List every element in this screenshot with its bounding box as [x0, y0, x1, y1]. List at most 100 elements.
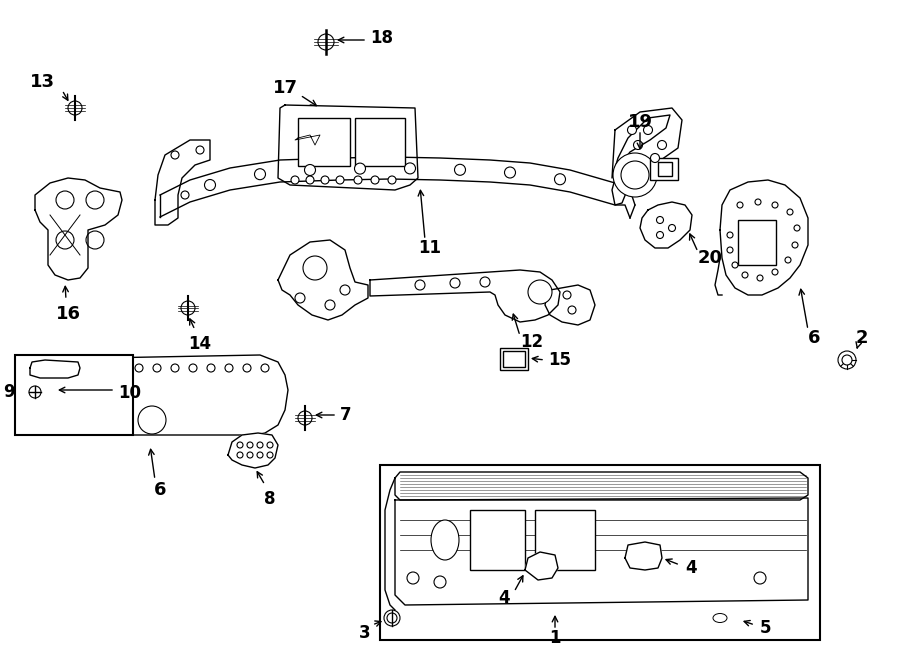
Polygon shape — [612, 108, 682, 205]
Circle shape — [742, 272, 748, 278]
Circle shape — [785, 257, 791, 263]
Circle shape — [135, 364, 143, 372]
Text: 3: 3 — [358, 624, 370, 642]
Circle shape — [303, 256, 327, 280]
Circle shape — [247, 452, 253, 458]
Circle shape — [204, 180, 215, 190]
Circle shape — [454, 165, 465, 175]
Circle shape — [787, 209, 793, 215]
Circle shape — [838, 351, 856, 369]
Circle shape — [68, 101, 82, 115]
Circle shape — [207, 364, 215, 372]
Circle shape — [29, 386, 41, 398]
Text: 4: 4 — [499, 589, 510, 607]
Circle shape — [355, 163, 365, 174]
Circle shape — [267, 442, 273, 448]
Circle shape — [321, 176, 329, 184]
Circle shape — [225, 364, 233, 372]
Text: 11: 11 — [418, 239, 442, 257]
Circle shape — [325, 300, 335, 310]
Circle shape — [257, 442, 263, 448]
Circle shape — [81, 364, 89, 372]
Circle shape — [153, 364, 161, 372]
Circle shape — [627, 126, 636, 134]
Circle shape — [644, 126, 652, 134]
Circle shape — [295, 293, 305, 303]
Text: 10: 10 — [118, 384, 141, 402]
Circle shape — [794, 225, 800, 231]
Circle shape — [196, 146, 204, 154]
Circle shape — [371, 176, 379, 184]
Polygon shape — [278, 240, 368, 320]
Circle shape — [384, 610, 400, 626]
Bar — [658, 162, 672, 176]
Polygon shape — [30, 360, 80, 378]
Polygon shape — [160, 157, 635, 218]
Circle shape — [563, 291, 571, 299]
Circle shape — [340, 285, 350, 295]
Text: 16: 16 — [56, 305, 80, 323]
Circle shape — [727, 247, 733, 253]
Circle shape — [772, 202, 778, 208]
Polygon shape — [525, 552, 558, 580]
Circle shape — [792, 242, 798, 248]
Text: 9: 9 — [4, 383, 15, 401]
Circle shape — [757, 275, 763, 281]
Text: 15: 15 — [548, 351, 571, 369]
Bar — [380, 465, 820, 640]
Polygon shape — [395, 498, 808, 605]
Text: 1: 1 — [549, 629, 561, 647]
Circle shape — [772, 269, 778, 275]
Polygon shape — [640, 202, 692, 248]
Circle shape — [298, 411, 312, 425]
Text: 6: 6 — [808, 329, 821, 347]
Circle shape — [117, 364, 125, 372]
Bar — [355, 118, 405, 166]
Text: 7: 7 — [340, 406, 352, 424]
Text: 19: 19 — [627, 113, 652, 131]
Circle shape — [318, 34, 334, 50]
Circle shape — [415, 280, 425, 290]
Polygon shape — [55, 355, 288, 435]
Circle shape — [505, 167, 516, 178]
Polygon shape — [35, 178, 122, 280]
Text: 14: 14 — [188, 335, 212, 353]
Circle shape — [404, 163, 416, 174]
Circle shape — [257, 452, 263, 458]
Circle shape — [237, 452, 243, 458]
Text: 12: 12 — [520, 333, 543, 351]
Circle shape — [727, 232, 733, 238]
Circle shape — [181, 191, 189, 199]
Text: 2: 2 — [856, 329, 868, 347]
Circle shape — [651, 153, 660, 163]
Polygon shape — [228, 433, 278, 468]
Text: 13: 13 — [30, 73, 55, 91]
Circle shape — [99, 364, 107, 372]
Circle shape — [237, 442, 243, 448]
Polygon shape — [370, 270, 560, 322]
Polygon shape — [720, 180, 808, 295]
Circle shape — [138, 406, 166, 434]
Bar — [738, 220, 776, 265]
Bar — [298, 118, 350, 166]
Text: 8: 8 — [265, 490, 275, 508]
Circle shape — [171, 151, 179, 159]
Circle shape — [658, 141, 667, 149]
Polygon shape — [625, 542, 662, 570]
Polygon shape — [278, 105, 418, 190]
Text: 18: 18 — [370, 29, 393, 47]
Text: 5: 5 — [760, 619, 771, 637]
Circle shape — [450, 278, 460, 288]
Circle shape — [354, 176, 362, 184]
Ellipse shape — [709, 611, 731, 625]
Circle shape — [336, 176, 344, 184]
Polygon shape — [155, 140, 210, 225]
Bar — [15, 355, 133, 435]
Circle shape — [754, 572, 766, 584]
Circle shape — [255, 169, 266, 180]
Circle shape — [189, 364, 197, 372]
Circle shape — [291, 176, 299, 184]
Circle shape — [755, 199, 761, 205]
Circle shape — [243, 364, 251, 372]
Text: 20: 20 — [698, 249, 723, 267]
